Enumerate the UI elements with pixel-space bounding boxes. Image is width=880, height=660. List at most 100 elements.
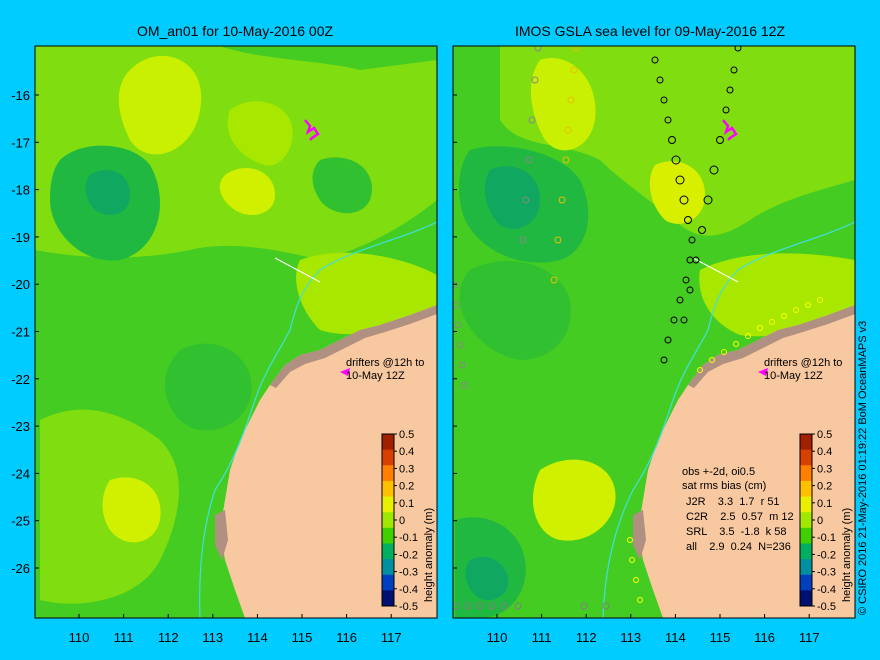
- left-track-line: [274, 257, 321, 283]
- coastal-observations: [697, 297, 823, 373]
- left-anomaly-patch: [227, 101, 293, 166]
- x-tick-label: 113: [202, 630, 223, 645]
- left-panel-title: OM_an01 for 10-May-2016 00Z: [137, 23, 334, 39]
- satellite-track: [453, 602, 610, 610]
- satellite-track: [453, 46, 542, 389]
- satellite-track: [550, 46, 580, 284]
- left-x-axis: 110 111 112 113 114 115 116 117: [69, 614, 402, 645]
- satellite-track: [680, 46, 742, 324]
- left-anomaly-patch: [312, 157, 372, 214]
- colorbar-swatch: [382, 480, 394, 498]
- right-anomaly-patch: [699, 253, 855, 337]
- left-reef: [270, 305, 437, 388]
- right-isobath: [602, 221, 855, 618]
- right-colorbar: 0.5 0.4 0.3 0.2 0.1 0 -0.1 -0.2 -0.3 -0.4 -0.5 heig…: [799, 429, 853, 613]
- right-track-line: [692, 257, 739, 283]
- right-anomaly-patch: [459, 261, 571, 360]
- colorbar-tick-label: -0.5: [399, 601, 418, 613]
- x-tick-label: 112: [158, 630, 179, 645]
- left-anomaly-patch: [219, 167, 275, 215]
- stats-row: C2R 2.5 0.57 m 12: [686, 511, 794, 523]
- colorbar-swatch: [800, 496, 812, 513]
- left-drifter-label-1: drifters @12h to: [346, 357, 424, 369]
- stats-header-1: obs +-2d, oi0.5: [682, 466, 755, 478]
- colorbar-swatch: [382, 543, 394, 560]
- left-drifter-key: [340, 368, 350, 376]
- colorbar-tick-label: 0.2: [399, 481, 414, 493]
- colorbar-swatch: [800, 590, 812, 607]
- left-anomaly-patch: [165, 343, 252, 431]
- colorbar-tick-label: 0.4: [817, 446, 832, 458]
- left-colorbar: 0.5 0.4 0.3 0.2 0.1 0 -0.1 -0.2 -0.3 -0.4 -0.5 heig…: [381, 429, 435, 613]
- y-tick-label: -21: [11, 325, 30, 340]
- coastal-observations: [627, 537, 643, 603]
- x-tick-label: 114: [665, 630, 686, 645]
- right-drifter-track: [722, 119, 738, 141]
- colorbar-label: height anomaly (m): [841, 508, 853, 602]
- colorbar-swatch: [800, 465, 812, 482]
- x-tick-label: 113: [620, 630, 641, 645]
- colorbar-tick-label: 0.1: [817, 498, 832, 510]
- right-reef: [688, 305, 855, 388]
- colorbar-tick-label: 0.1: [399, 498, 414, 510]
- stats-row: J2R 3.3 1.7 r 51: [686, 496, 780, 508]
- colorbar-tick-label: -0.3: [399, 567, 418, 579]
- colorbar-tick-label: -0.3: [817, 567, 836, 579]
- colorbar-swatch: [382, 574, 394, 591]
- colorbar-tick-label: 0: [399, 515, 405, 527]
- satellite-track: [651, 56, 696, 364]
- colorbar-tick-label: -0.2: [399, 549, 418, 561]
- y-tick-label: -25: [11, 514, 30, 529]
- colorbar-swatch: [382, 527, 394, 544]
- y-tick-label: -18: [11, 183, 30, 198]
- colorbar-tick-label: 0.5: [817, 429, 832, 441]
- colorbar-tick-label: -0.4: [817, 584, 836, 596]
- colorbar-tick-label: 0.2: [817, 481, 832, 493]
- colorbar-tick-label: 0: [817, 515, 823, 527]
- left-isobath: [199, 221, 437, 618]
- right-reef: [633, 510, 646, 560]
- stats-row: all 2.9 0.24 N=236: [686, 541, 791, 553]
- colorbar-swatch: [800, 449, 812, 466]
- colorbar-swatch: [382, 496, 394, 513]
- y-tick-label: -20: [11, 277, 30, 292]
- colorbar-tick-label: 0.5: [399, 429, 414, 441]
- x-tick-label: 117: [381, 630, 402, 645]
- right-anomaly-patch: [484, 166, 540, 229]
- left-anomaly-patch: [296, 252, 437, 335]
- colorbar-label: height anomaly (m): [423, 508, 435, 602]
- colorbar-tick-label: 0.3: [399, 463, 414, 475]
- right-anomaly-patch: [532, 459, 616, 541]
- y-tick-label: -17: [11, 135, 30, 150]
- colorbar-swatch: [800, 543, 812, 560]
- right-drifter-key: [758, 368, 768, 376]
- stats-header-2: sat rms bias (cm): [682, 480, 766, 492]
- x-tick-label: 116: [336, 630, 357, 645]
- left-anomaly-patch: [102, 477, 161, 543]
- left-anomaly-patch: [118, 55, 202, 155]
- altimeter-observations: [453, 46, 823, 610]
- y-tick-label: -19: [11, 230, 30, 245]
- x-tick-label: 115: [710, 630, 731, 645]
- y-tick-label: -24: [11, 466, 30, 481]
- colorbar-swatch: [382, 465, 394, 482]
- left-drifter-track: [304, 119, 320, 141]
- y-tick-label: -26: [11, 561, 30, 576]
- x-tick-label: 110: [487, 630, 508, 645]
- colorbar-tick-label: 0.4: [399, 446, 414, 458]
- y-tick-label: -23: [11, 419, 30, 434]
- colorbar-tick-label: 0.3: [817, 463, 832, 475]
- right-x-axis: 110 111 112 113 114 115 116 117: [487, 614, 820, 645]
- right-anomaly-patch: [530, 58, 596, 151]
- x-tick-label: 111: [532, 630, 552, 645]
- colorbar-swatch: [382, 590, 394, 607]
- left-anomaly-patch: [85, 170, 130, 215]
- colorbar-tick-label: -0.1: [399, 532, 418, 544]
- x-tick-label: 117: [799, 630, 820, 645]
- colorbar-swatch: [800, 574, 812, 591]
- left-drifter-label-2: 10-May 12Z: [346, 370, 405, 382]
- right-anomaly-patch: [465, 556, 509, 601]
- x-tick-label: 111: [114, 630, 134, 645]
- stats-box: obs +-2d, oi0.5 sat rms bias (cm) J2R 3.…: [682, 466, 794, 553]
- x-tick-label: 116: [754, 630, 775, 645]
